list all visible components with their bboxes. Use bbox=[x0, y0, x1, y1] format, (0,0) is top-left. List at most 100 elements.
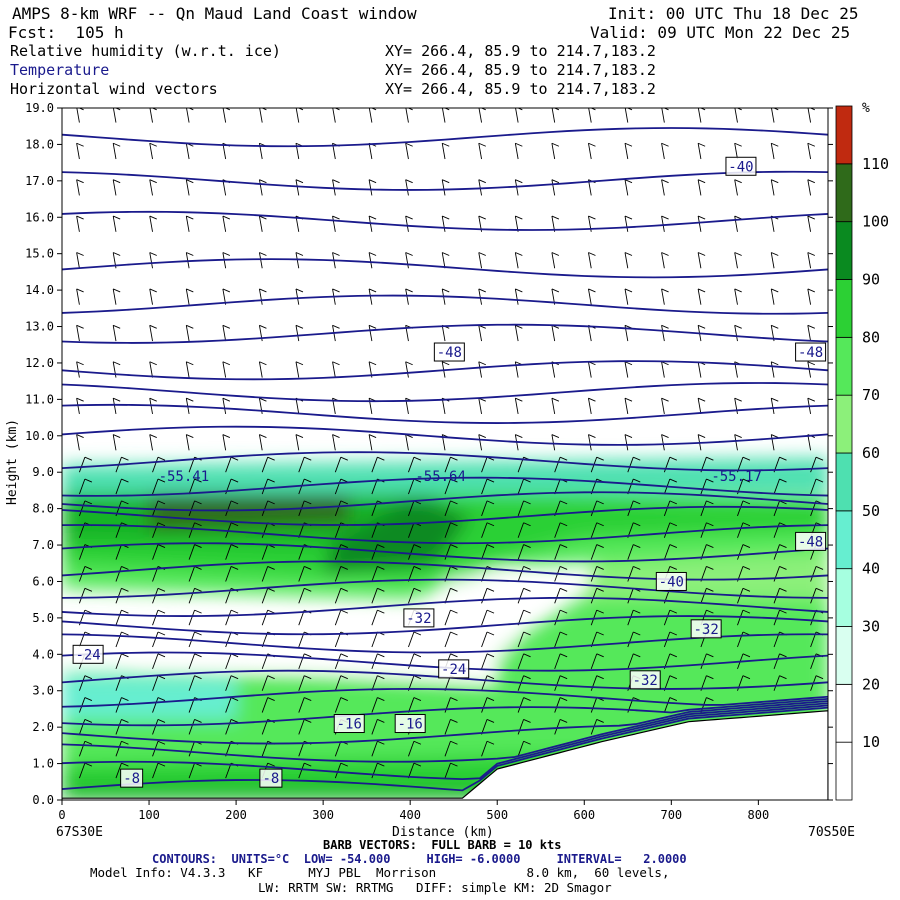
wind-barb bbox=[185, 434, 190, 451]
wind-barb bbox=[444, 719, 451, 735]
colorbar-label: 70 bbox=[862, 386, 880, 404]
wind-barb bbox=[590, 500, 598, 517]
wind-barb-flag bbox=[377, 653, 385, 658]
wind-barb bbox=[188, 566, 195, 582]
wind-barb-flag bbox=[332, 324, 340, 329]
wind-barb bbox=[514, 179, 519, 196]
wind-barb-flag bbox=[596, 522, 604, 527]
wind-barb bbox=[149, 179, 153, 196]
y-axis-title: Height (km) bbox=[5, 418, 20, 505]
wind-barb-flag bbox=[157, 478, 166, 483]
field-label-temperature: Temperature bbox=[10, 61, 110, 79]
wind-barb-flag bbox=[157, 740, 166, 745]
wind-barb-flag bbox=[149, 288, 157, 293]
wind-barb-flag bbox=[304, 500, 312, 505]
wind-barb bbox=[554, 609, 561, 626]
wind-barb-flag bbox=[807, 288, 815, 293]
wind-barb bbox=[76, 361, 80, 378]
wind-barb bbox=[514, 361, 519, 378]
temperature-contour bbox=[62, 127, 828, 148]
wind-barb bbox=[770, 288, 775, 305]
wind-barb bbox=[444, 588, 451, 604]
wind-barb-flag bbox=[267, 697, 275, 701]
wind-barb-flag bbox=[157, 456, 166, 461]
wind-barb bbox=[149, 215, 153, 232]
y-tick-label: 4.0 bbox=[32, 647, 54, 661]
wind-barb-flag bbox=[377, 544, 385, 548]
wind-barb bbox=[78, 675, 86, 691]
wind-barb-flag bbox=[149, 252, 157, 256]
colorbar-label: 60 bbox=[862, 444, 880, 462]
wind-barb-flag bbox=[559, 522, 568, 527]
wind-barb-flag bbox=[661, 179, 669, 184]
wind-barb-flag bbox=[771, 361, 779, 366]
wind-barb-flag bbox=[551, 434, 560, 439]
wind-barb-flag bbox=[771, 179, 779, 184]
wind-barb bbox=[810, 566, 817, 582]
contour-label-text: -24 bbox=[441, 662, 466, 678]
wind-barb bbox=[112, 143, 117, 160]
wind-barb-flag bbox=[624, 179, 633, 184]
wind-barb bbox=[697, 252, 702, 269]
wind-barb bbox=[810, 478, 817, 495]
wind-barb-flag bbox=[377, 740, 385, 745]
wind-barb-flag bbox=[478, 434, 486, 439]
wind-barb-flag bbox=[84, 566, 93, 570]
wind-barb bbox=[517, 588, 525, 604]
colorbar-label: 90 bbox=[862, 271, 880, 289]
colorbar-bin bbox=[835, 105, 853, 165]
temperature-contour bbox=[62, 425, 828, 446]
wind-barb-flag bbox=[186, 215, 194, 220]
wind-barb-flag bbox=[742, 675, 751, 680]
wind-barb bbox=[225, 609, 232, 626]
wind-barb bbox=[408, 544, 415, 560]
wind-barb bbox=[810, 588, 817, 604]
wind-barb bbox=[152, 719, 159, 735]
wind-barb-flag bbox=[222, 215, 231, 220]
temperature-contour bbox=[62, 505, 828, 526]
wind-barb bbox=[590, 609, 598, 626]
wind-barb-flag bbox=[661, 324, 669, 329]
wind-barb-flag bbox=[588, 215, 596, 220]
wind-barb bbox=[188, 500, 195, 517]
wind-barb bbox=[115, 653, 122, 670]
wind-barb-flag bbox=[669, 566, 678, 570]
wind-barb bbox=[295, 361, 300, 378]
temperature-contour bbox=[62, 524, 828, 545]
x-axis-title: Distance (km) bbox=[392, 825, 494, 840]
contour-label-text: -16 bbox=[337, 717, 362, 733]
wind-barb-flag bbox=[304, 653, 312, 658]
wind-barb bbox=[371, 544, 378, 560]
wind-barb bbox=[76, 179, 80, 196]
wind-barb-flag bbox=[478, 288, 486, 293]
wind-barb-flag bbox=[149, 215, 157, 220]
temperature-contour bbox=[62, 542, 828, 563]
wind-barb-flag bbox=[340, 675, 348, 680]
wind-barb bbox=[554, 631, 561, 648]
wind-barb-flag bbox=[121, 587, 129, 592]
wind-barb-flag bbox=[669, 609, 678, 614]
wind-barb bbox=[517, 566, 525, 582]
wind-barb bbox=[405, 434, 409, 451]
wind-barb bbox=[661, 252, 665, 269]
wind-barb-flag bbox=[76, 361, 84, 366]
wind-barb-flag bbox=[84, 500, 93, 505]
wind-barb bbox=[76, 434, 80, 451]
wind-barb bbox=[152, 631, 159, 648]
wind-barb-flag bbox=[515, 252, 523, 256]
wind-barb-flag bbox=[523, 587, 531, 592]
wind-barb bbox=[481, 478, 488, 495]
wind-barb-flag bbox=[405, 142, 413, 147]
y-tick-label: 11.0 bbox=[25, 392, 54, 406]
wind-barb-flag bbox=[450, 587, 458, 592]
wind-barb bbox=[807, 108, 812, 123]
wind-barb-flag bbox=[742, 478, 751, 483]
colorbar-label: 50 bbox=[862, 502, 880, 520]
wind-barb bbox=[661, 288, 665, 305]
wind-barb bbox=[700, 478, 707, 495]
wind-barb-flag bbox=[450, 740, 458, 745]
wind-barb bbox=[441, 398, 446, 415]
wind-barb bbox=[261, 653, 269, 670]
wind-barb bbox=[514, 288, 519, 305]
wind-barb-flag bbox=[633, 544, 641, 548]
